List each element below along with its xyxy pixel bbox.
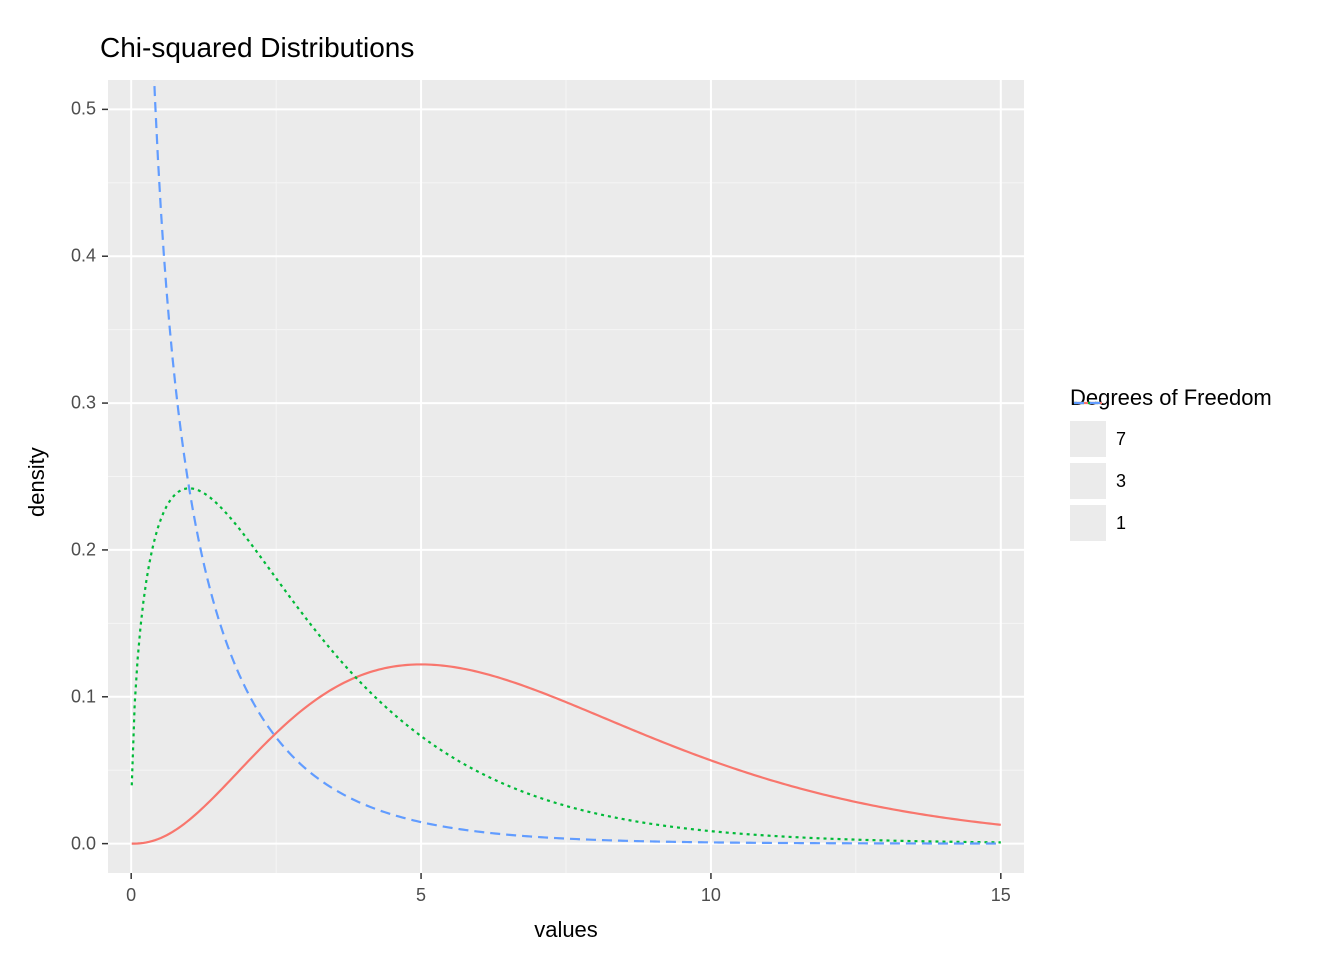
- x-tick-label: 15: [991, 885, 1011, 906]
- x-tick-label: 10: [701, 885, 721, 906]
- y-axis-label: density: [24, 447, 50, 517]
- y-tick-label: 0.2: [71, 539, 96, 560]
- x-axis-label: values: [534, 917, 598, 943]
- legend: Degrees of Freedom 731: [1070, 385, 1272, 547]
- y-tick-label: 0.1: [71, 686, 96, 707]
- chart-title: Chi-squared Distributions: [100, 32, 414, 64]
- y-tick-label: 0.3: [71, 393, 96, 414]
- y-tick-label: 0.0: [71, 833, 96, 854]
- legend-key: [1070, 421, 1106, 457]
- legend-items: 7 3 1: [1070, 421, 1272, 541]
- legend-key: [1070, 505, 1106, 541]
- legend-label: 7: [1116, 429, 1126, 450]
- legend-label: 1: [1116, 513, 1126, 534]
- x-tick-label: 5: [416, 885, 426, 906]
- legend-label: 3: [1116, 471, 1126, 492]
- y-tick-label: 0.5: [71, 99, 96, 120]
- legend-item: 7: [1070, 421, 1272, 457]
- y-tick-label: 0.4: [71, 246, 96, 267]
- legend-item: 3: [1070, 463, 1272, 499]
- legend-item: 1: [1070, 505, 1272, 541]
- chart-container: Chi-squared Distributions density values…: [0, 0, 1344, 960]
- x-tick-label: 0: [126, 885, 136, 906]
- legend-key: [1070, 463, 1106, 499]
